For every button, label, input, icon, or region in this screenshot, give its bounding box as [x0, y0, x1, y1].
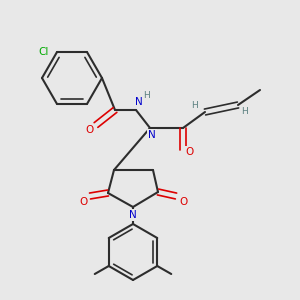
Text: N: N	[135, 97, 143, 107]
Text: H: H	[142, 92, 149, 100]
Text: O: O	[179, 197, 187, 207]
Text: O: O	[80, 197, 88, 207]
Text: H: H	[192, 100, 198, 109]
Text: N: N	[148, 130, 156, 140]
Text: Cl: Cl	[39, 47, 49, 57]
Text: O: O	[186, 147, 194, 157]
Text: H: H	[242, 107, 248, 116]
Text: N: N	[129, 210, 137, 220]
Text: O: O	[86, 125, 94, 135]
